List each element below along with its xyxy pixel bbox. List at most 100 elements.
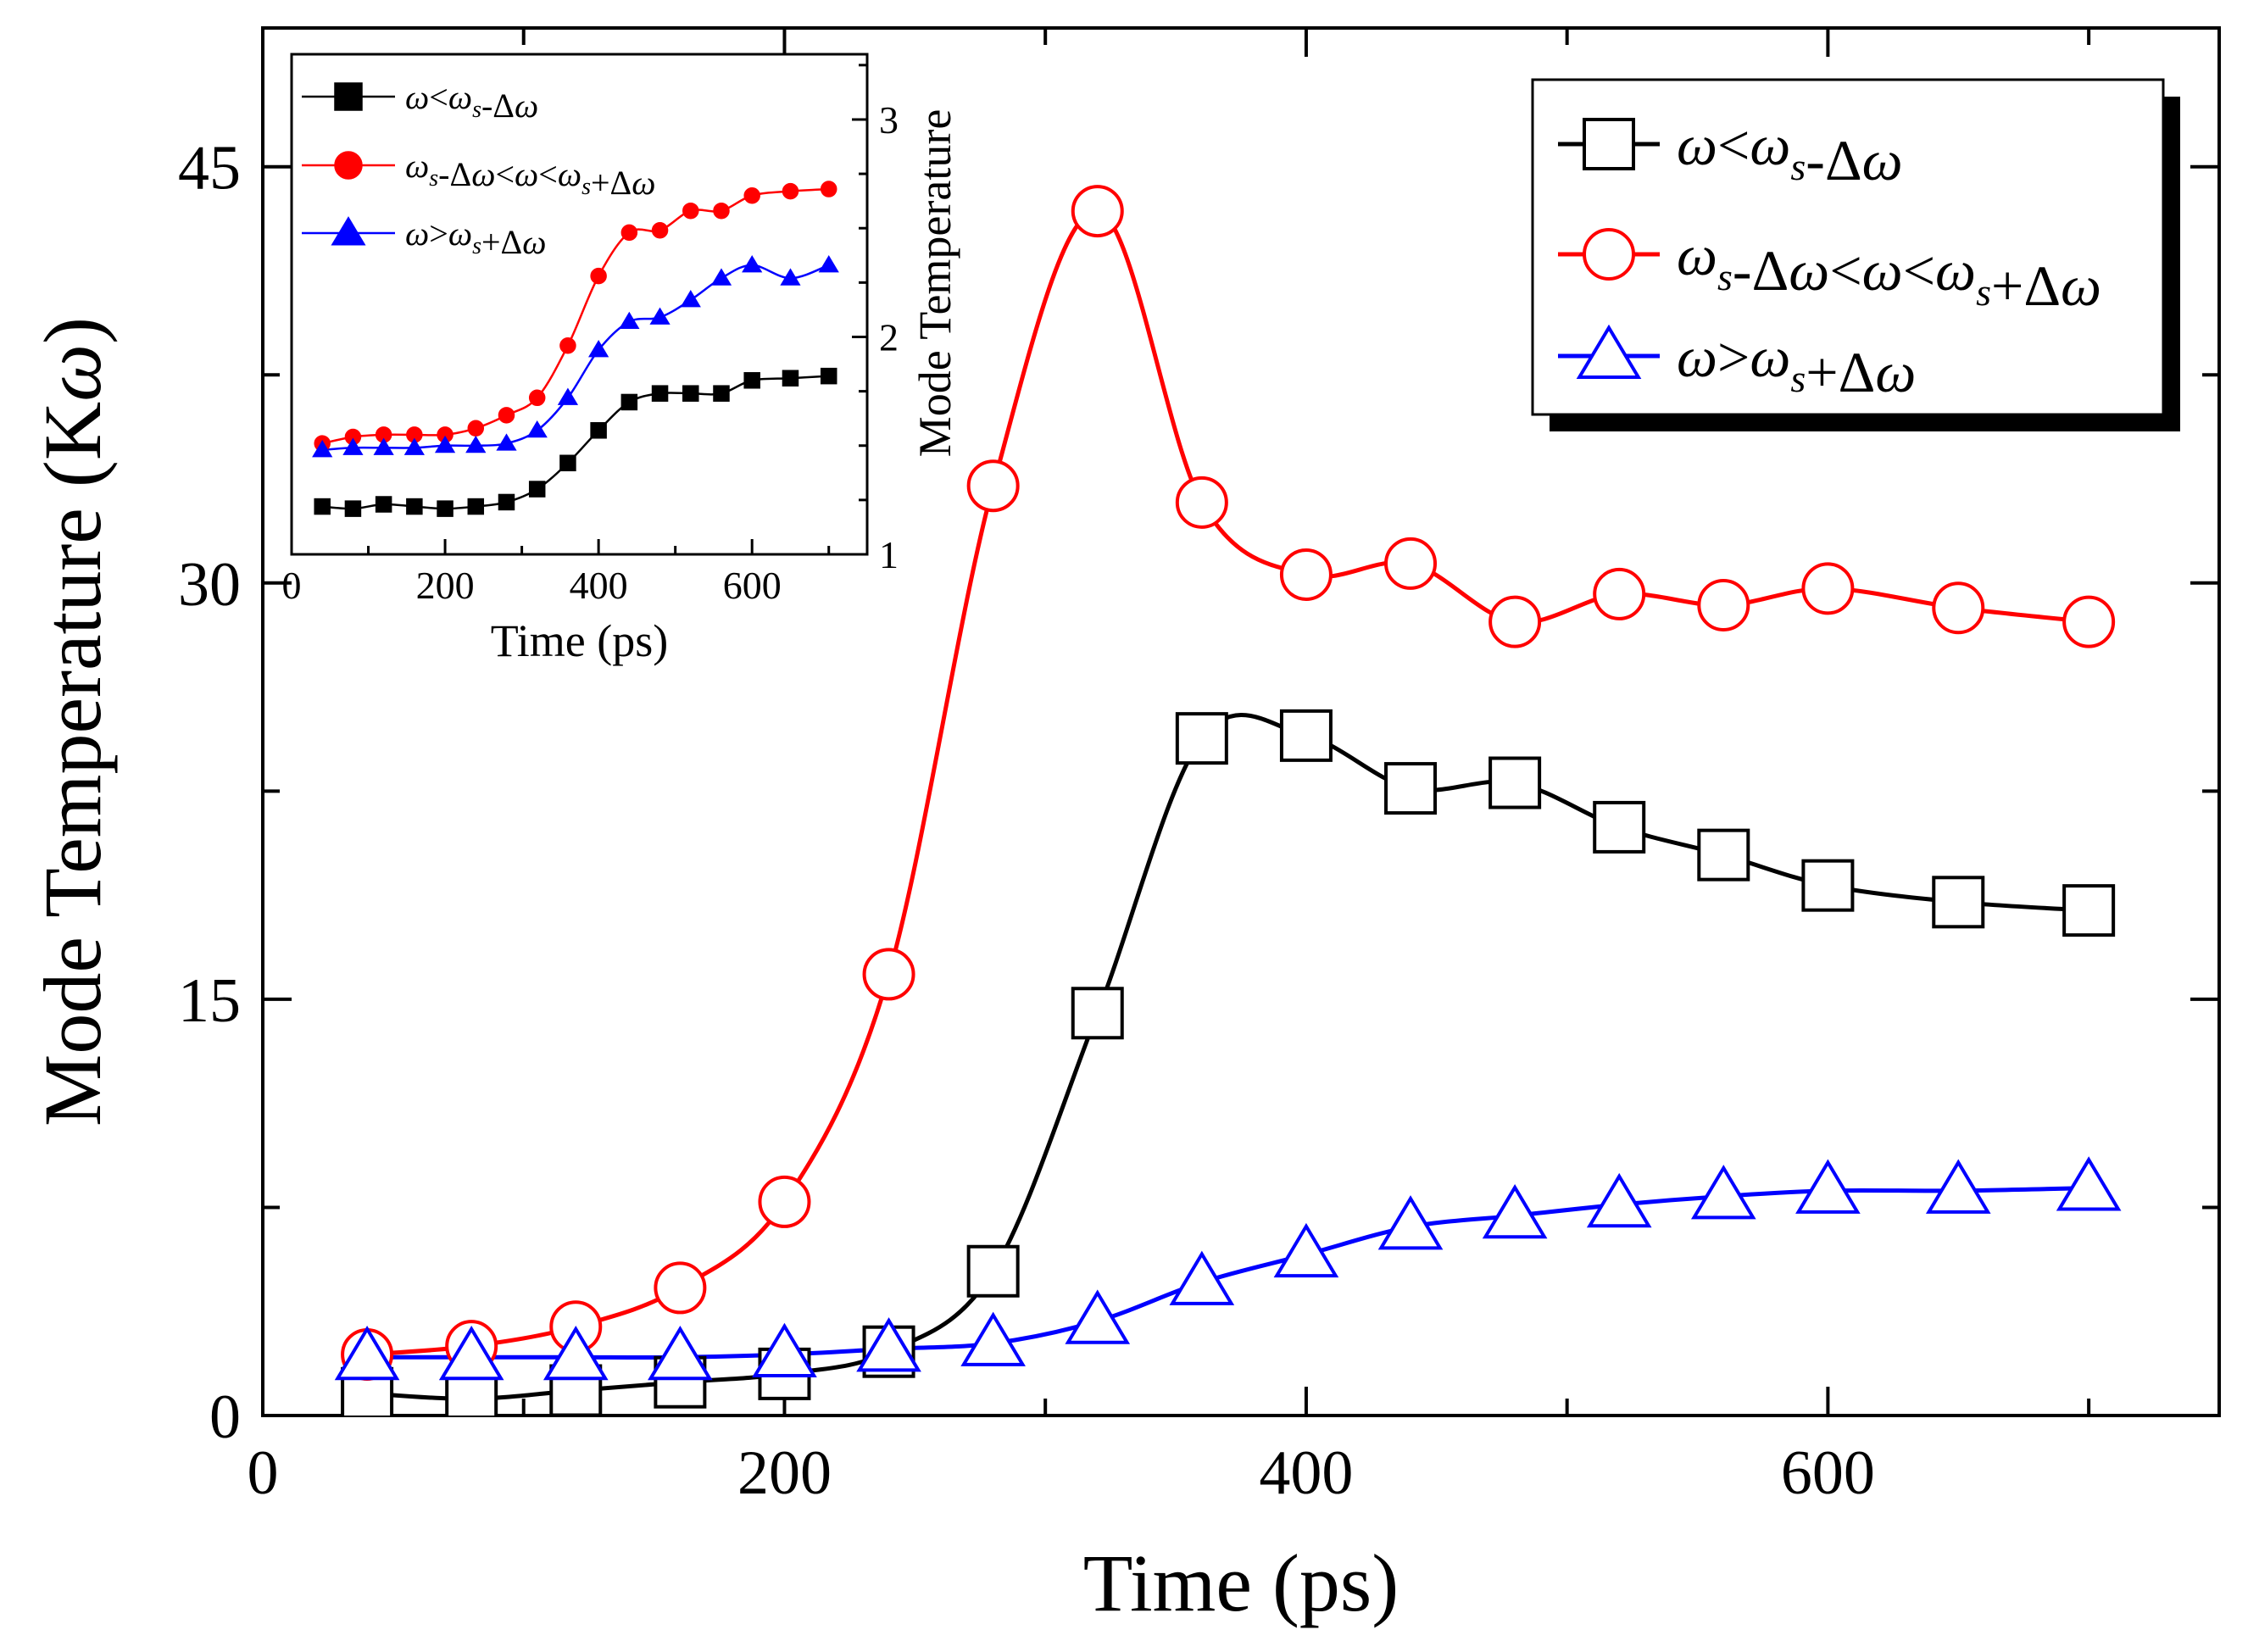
inset-series-1-point (743, 186, 760, 204)
inset-series-1-point (498, 407, 515, 424)
inset-series-0-point (406, 498, 423, 515)
inset-series-0-point (314, 498, 331, 515)
main-series-1-point (1697, 578, 1750, 631)
main-y-tick-label: 0 (209, 1382, 241, 1452)
inset-legend-marker-0 (334, 82, 363, 111)
main-series-1-point (1801, 562, 1855, 615)
main-series-2-point (334, 1325, 400, 1381)
inset-series-0-point (620, 393, 638, 411)
inset-y-axis-label: Mode Temperature (910, 109, 960, 458)
inset-x-tick-label: 600 (723, 564, 782, 607)
main-series-2-point (2056, 1156, 2122, 1211)
inset-series-1-point (559, 337, 576, 354)
main-x-axis-label: Time (ps) (1083, 1538, 1399, 1628)
main-series-1-point (758, 1175, 811, 1228)
inset-series-2-point (373, 437, 394, 455)
inset-series-group (312, 181, 839, 517)
main-series-1-point (1384, 537, 1438, 590)
inset-series-0-point (375, 496, 392, 513)
main-legend-marker-1 (1583, 228, 1635, 281)
inset-x-tick-label: 0 (282, 564, 302, 607)
main-series-1-point (1071, 185, 1124, 238)
inset-series-0-point (344, 500, 362, 517)
inset-series-0-point (467, 498, 485, 515)
inset-series-2-point (818, 255, 839, 273)
inset-series-0-point (437, 500, 453, 517)
main-series-1-point (1932, 581, 1985, 635)
inset-series-0-point (743, 372, 760, 389)
inset-series-2-point (526, 420, 548, 438)
inset-series-2-point (680, 290, 701, 308)
main-legend-marker-2 (1576, 324, 1642, 380)
main-series-2-point (1482, 1184, 1548, 1239)
main-x-tick-label: 600 (1781, 1438, 1875, 1508)
main-series-1-point (1175, 476, 1228, 529)
main-x-tick-label: 0 (248, 1438, 279, 1508)
main-legend-label-2: ω>ωs+Δω (1677, 325, 1916, 404)
inset-series-0-point (498, 493, 515, 511)
inset-series-0-point (782, 370, 799, 387)
inset-series-2-point (312, 440, 333, 458)
main-series-1-point (654, 1261, 707, 1315)
inset-frame (290, 53, 869, 556)
main-series-2-point (648, 1325, 713, 1381)
inset-series-0-point (590, 422, 607, 439)
main-legend-box (1531, 78, 2165, 416)
main-series-2-point (856, 1317, 921, 1372)
main-x-tick-label: 200 (737, 1438, 832, 1508)
inset-legend-marker-2 (331, 216, 366, 246)
inset-series-0-point (528, 481, 546, 498)
inset-y-tick-label: 3 (879, 98, 899, 142)
main-series-2-point (1795, 1159, 1861, 1214)
inset-legend-label-1: ωs-Δω<ω<ωs+Δω (405, 147, 656, 202)
main-series-1-point (1279, 548, 1333, 601)
main-legend-label-1: ωs-Δω<ω<ωs+Δω (1677, 223, 2101, 318)
main-y-axis-label: Mode Temperature (Kω) (27, 317, 118, 1126)
inset-y-tick-label: 2 (879, 315, 899, 359)
main-series-2-point (1690, 1165, 1756, 1220)
inset-series-1-point (620, 224, 638, 242)
main-series-2-point (752, 1322, 817, 1377)
main-series-2-point (1377, 1195, 1444, 1250)
inset-legend-label-0: ω<ωs-Δω (405, 78, 538, 125)
inset-series-1-point (682, 202, 699, 220)
inset-legend-marker-1 (334, 151, 363, 180)
inset-series-2-point (342, 437, 364, 455)
inset-series-1-point (820, 181, 837, 197)
main-series-0-point (1697, 828, 1750, 882)
inset-series-2-point (403, 437, 425, 455)
main-series-0-point (1801, 859, 1855, 912)
inset-series-0-point (820, 367, 837, 385)
main-series-2-point (543, 1325, 609, 1381)
inset-series-2-point (496, 433, 517, 451)
inset-x-tick-label: 400 (570, 564, 628, 607)
inset-series-1-point (782, 182, 799, 200)
main-legend-label-0: ω<ωs-Δω (1677, 113, 1903, 192)
main-series-0-point (1279, 709, 1333, 762)
main-series-1-point (966, 459, 1020, 513)
main-series-1-point (2062, 595, 2116, 648)
main-series-0-point (2062, 884, 2116, 937)
inset-series-2-point (588, 340, 609, 358)
main-series-1-point (1593, 567, 1646, 620)
main-series-1-point (1488, 595, 1542, 648)
inset-legend-label-2: ω>ωs+Δω (405, 214, 547, 261)
main-series-1-point (862, 948, 915, 1001)
main-x-tick-label: 400 (1259, 1438, 1353, 1508)
main-series-2-point (1586, 1172, 1652, 1228)
main-y-tick-label: 45 (178, 134, 241, 203)
inset-plot: 0 200 400 600 1 2 3 Time (ps) Mode Temperature (282, 53, 960, 666)
main-series-0-point (1071, 987, 1124, 1040)
main-frame (261, 26, 2221, 1417)
inset-series-1-point (651, 222, 669, 239)
main-series-0-point (1175, 712, 1228, 765)
inset-series-2-point (434, 435, 456, 453)
main-series-2-point (960, 1311, 1026, 1366)
inset-series-0-point (651, 385, 669, 402)
inset-series-1-point (713, 202, 730, 220)
main-series-0-point (966, 1244, 1020, 1298)
inset-x-tick-label: 200 (416, 564, 475, 607)
